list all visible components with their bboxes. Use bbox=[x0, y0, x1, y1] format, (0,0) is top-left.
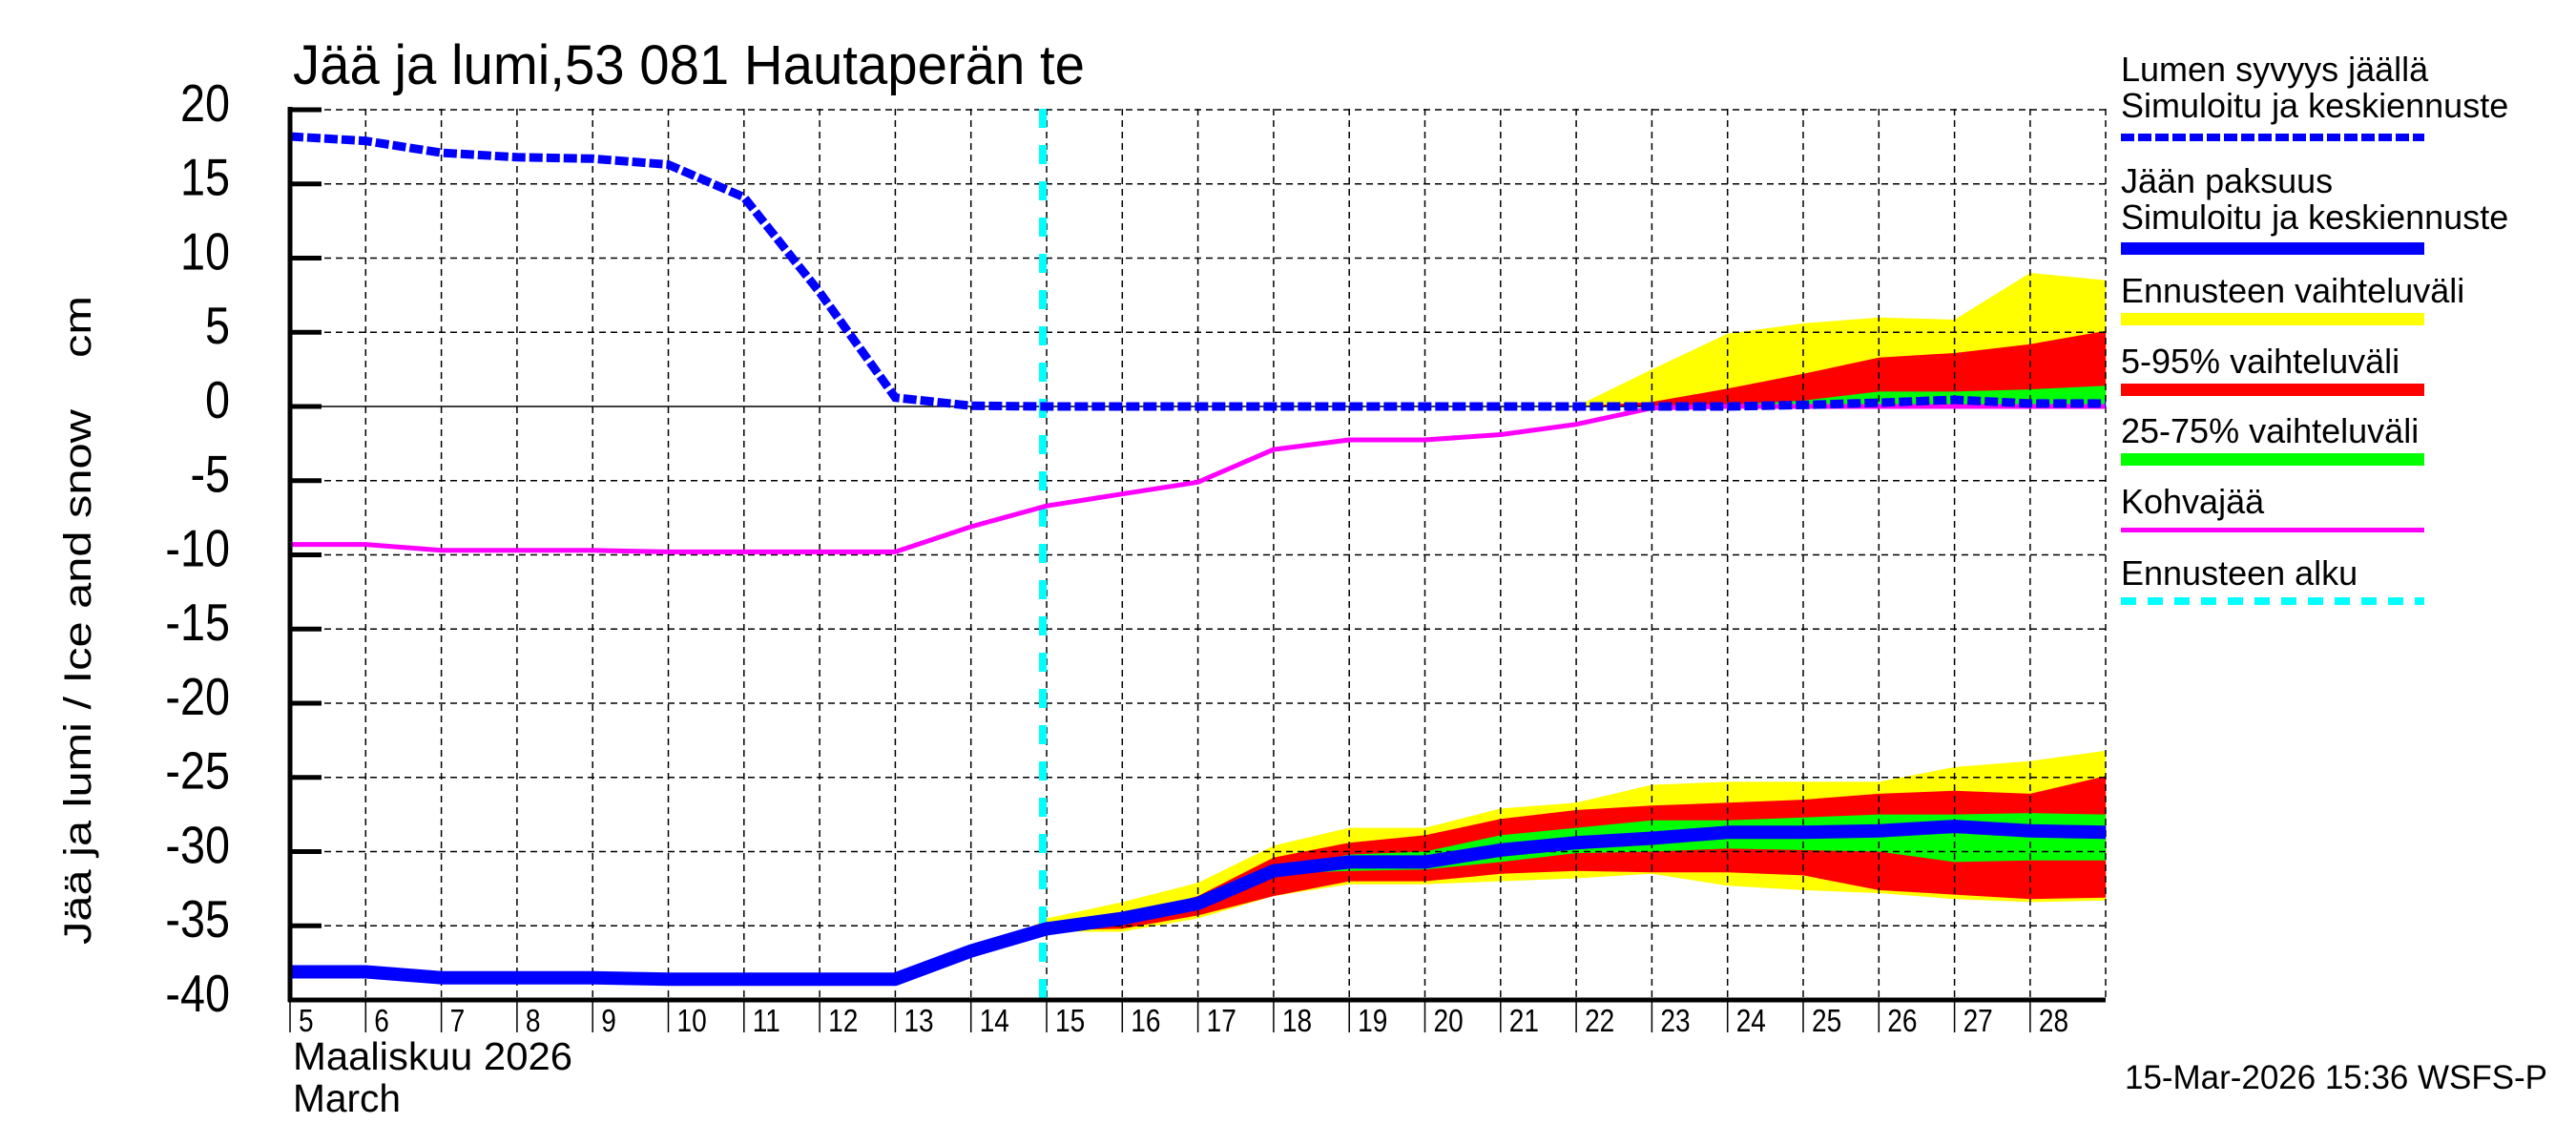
x-axis-month-fi: Maaliskuu 2026 bbox=[293, 1034, 572, 1078]
x-tick-label: 14 bbox=[980, 1004, 1009, 1039]
y-tick-label: 10 bbox=[180, 222, 230, 281]
legend-label: 5-95% vaihteluväli bbox=[2121, 342, 2399, 381]
legend-swatch bbox=[2121, 384, 2424, 396]
legend-sublabel: Simuloitu ja keskiennuste bbox=[2121, 198, 2508, 237]
y-tick-label: -25 bbox=[165, 741, 230, 800]
timestamp: 15-Mar-2026 15:36 WSFS-P bbox=[2125, 1059, 2547, 1096]
legend-swatch bbox=[2121, 242, 2424, 255]
x-tick-label: 19 bbox=[1358, 1004, 1387, 1039]
legend-item: 25-75% vaihteluväli bbox=[2121, 411, 2424, 466]
legend-label: Ennusteen alku bbox=[2121, 553, 2358, 593]
x-tick-label: 6 bbox=[374, 1004, 389, 1039]
x-tick-label: 27 bbox=[1963, 1004, 1993, 1039]
chart-title: Jää ja lumi,53 081 Hautaperän te bbox=[293, 34, 1085, 96]
y-tick-label: -30 bbox=[165, 816, 230, 874]
legend-swatch bbox=[2121, 528, 2424, 532]
x-tick-label: 7 bbox=[450, 1004, 466, 1039]
x-tick-label: 26 bbox=[1887, 1004, 1917, 1039]
y-tick-label: 20 bbox=[180, 73, 230, 132]
x-tick-label: 15 bbox=[1055, 1004, 1085, 1039]
y-tick-label: -10 bbox=[165, 519, 230, 577]
data-lines bbox=[289, 109, 2107, 1000]
y-tick-label: -5 bbox=[190, 445, 230, 503]
legend-label: Ennusteen vaihteluväli bbox=[2121, 271, 2464, 310]
x-tick-label: 16 bbox=[1131, 1004, 1160, 1039]
legend-label: Jään paksuus bbox=[2121, 161, 2333, 200]
legend-item: Ennusteen alku bbox=[2121, 553, 2424, 605]
y-axis-label: Jää ja lumi / Ice and snow cm bbox=[57, 296, 99, 945]
legend-label: Kohvajää bbox=[2121, 482, 2265, 521]
legend-sublabel: Simuloitu ja keskiennuste bbox=[2121, 86, 2508, 125]
legend-label: Lumen syvyys jäällä bbox=[2121, 50, 2429, 89]
x-tick-label: 10 bbox=[677, 1004, 707, 1039]
x-tick-label: 28 bbox=[2039, 1004, 2068, 1039]
y-tick-label: -15 bbox=[165, 593, 230, 652]
legend-item: 5-95% vaihteluväli bbox=[2121, 342, 2424, 396]
y-tick-label: 15 bbox=[180, 148, 230, 206]
y-tick-label: -35 bbox=[165, 890, 230, 948]
band-area bbox=[1576, 330, 2107, 406]
x-tick-label: 17 bbox=[1207, 1004, 1236, 1039]
legend-item: Kohvajää bbox=[2121, 482, 2424, 532]
x-tick-label: 8 bbox=[526, 1004, 541, 1039]
legend-swatch bbox=[2121, 313, 2424, 325]
legend-swatch bbox=[2121, 453, 2424, 466]
ice-thickness-line bbox=[290, 820, 2107, 987]
x-tick-label: 12 bbox=[828, 1004, 858, 1039]
x-tick-label: 11 bbox=[753, 1004, 780, 1039]
x-tick-label: 24 bbox=[1736, 1004, 1766, 1039]
x-tick-label: 25 bbox=[1812, 1004, 1841, 1039]
y-tick-label: 0 bbox=[205, 370, 230, 428]
snow-depth-line bbox=[289, 132, 2107, 411]
x-tick-label: 23 bbox=[1660, 1004, 1690, 1039]
x-tick-label: 5 bbox=[299, 1004, 314, 1039]
x-tick-label: 18 bbox=[1282, 1004, 1312, 1039]
y-tick-label: 5 bbox=[205, 297, 230, 355]
legend-item: Ennusteen vaihteluväli bbox=[2121, 271, 2464, 325]
x-tick-label: 13 bbox=[904, 1004, 933, 1039]
x-tick-label: 20 bbox=[1434, 1004, 1464, 1039]
x-axis-month-en: March bbox=[293, 1076, 401, 1120]
axes: 20 15 10 5 0 -5 -10 -15 -20 -25 -30 -35 -40 5 6 7 8 9 10 11… bbox=[165, 73, 2106, 1039]
legend-label: 25-75% vaihteluväli bbox=[2121, 411, 2419, 450]
y-tick-label: -20 bbox=[165, 667, 230, 725]
x-tick-label: 9 bbox=[601, 1004, 616, 1039]
y-tick-label: -40 bbox=[165, 964, 230, 1022]
x-tick-label: 21 bbox=[1509, 1004, 1539, 1039]
x-tick-label: 22 bbox=[1585, 1004, 1614, 1039]
